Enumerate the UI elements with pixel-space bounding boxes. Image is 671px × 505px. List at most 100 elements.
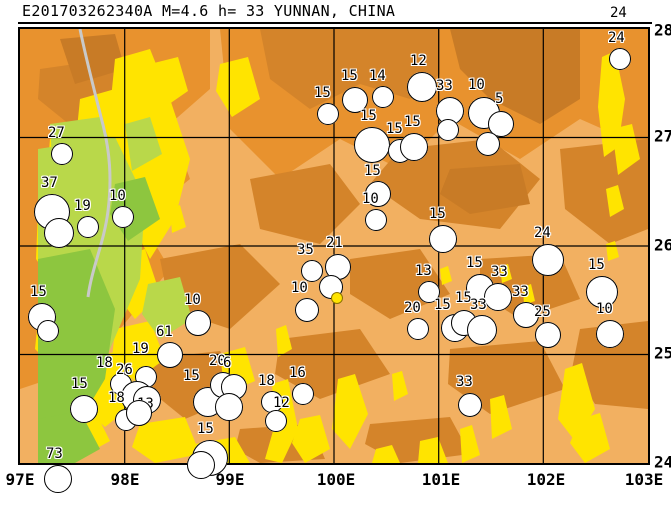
bb-15j-depth-label: 15 bbox=[360, 108, 377, 124]
bb-13b[interactable] bbox=[417, 280, 441, 304]
bb-33f[interactable] bbox=[457, 392, 483, 418]
bb-18a-depth-label: 18 bbox=[96, 355, 113, 371]
bb-16-depth-label: 16 bbox=[289, 365, 306, 381]
bb-15o-depth-label: 15 bbox=[466, 255, 483, 271]
bb-19[interactable] bbox=[76, 215, 100, 239]
x-tick-99e: 99E bbox=[215, 470, 245, 489]
y-tick-28n: 28N bbox=[654, 20, 671, 40]
bb-33c-depth-label: 33 bbox=[491, 264, 508, 280]
bb-19-depth-label: 19 bbox=[74, 198, 91, 214]
bb-12b[interactable] bbox=[406, 71, 438, 103]
bb-12-depth-label: 12 bbox=[273, 395, 290, 411]
y-tick-26n: 26N bbox=[654, 235, 671, 255]
bb-5-depth-label: 5 bbox=[495, 91, 504, 107]
x-tick-98e: 98E bbox=[110, 470, 140, 489]
bb-10e[interactable] bbox=[294, 297, 320, 323]
bb-10b[interactable] bbox=[184, 309, 212, 337]
bb-24b[interactable] bbox=[531, 243, 565, 277]
bb-20b-depth-label: 20 bbox=[404, 300, 421, 316]
bb-15g[interactable] bbox=[186, 450, 216, 480]
bb-15c[interactable] bbox=[69, 394, 99, 424]
bb-15c-depth-label: 15 bbox=[71, 376, 88, 392]
bb-13b-depth-label: 13 bbox=[415, 263, 432, 279]
bb-33c[interactable] bbox=[483, 282, 513, 312]
bb-20-depth-label: 20 bbox=[209, 353, 226, 369]
x-tick-100e: 100E bbox=[316, 470, 356, 489]
bb-73[interactable] bbox=[43, 464, 73, 494]
bb-15i[interactable] bbox=[341, 86, 369, 114]
bb-15i-depth-label: 15 bbox=[341, 68, 358, 84]
x-tick-103e: 103E bbox=[624, 470, 664, 489]
title-divider bbox=[18, 22, 652, 24]
y-tick-27n: 27N bbox=[654, 126, 671, 146]
bb-10d-depth-label: 10 bbox=[468, 77, 485, 93]
bb-15a-depth-label: 15 bbox=[30, 284, 47, 300]
x-tick-102e: 102E bbox=[526, 470, 566, 489]
bb-15q-depth-label: 15 bbox=[434, 297, 451, 313]
bb-15m[interactable] bbox=[364, 180, 392, 208]
bb-25-depth-label: 25 bbox=[534, 304, 551, 320]
bb-15e[interactable] bbox=[214, 392, 244, 422]
bb-10-depth-label: 10 bbox=[109, 188, 126, 204]
bb-15j[interactable] bbox=[353, 126, 391, 164]
y-tick-24n: 24N bbox=[654, 452, 671, 472]
bb-27[interactable] bbox=[50, 142, 74, 166]
bb-20b[interactable] bbox=[406, 317, 430, 341]
bb-21[interactable] bbox=[324, 253, 352, 281]
bb-15n-depth-label: 15 bbox=[429, 206, 446, 222]
bb-33b[interactable] bbox=[436, 118, 460, 142]
bb-15n[interactable] bbox=[428, 224, 458, 254]
bb-24[interactable] bbox=[608, 47, 632, 71]
bb-15b[interactable] bbox=[36, 319, 60, 343]
bb-10c[interactable] bbox=[364, 208, 388, 232]
bb-15l[interactable] bbox=[399, 132, 429, 162]
epicenter-marker[interactable] bbox=[331, 292, 343, 304]
bb-12b-depth-label: 12 bbox=[410, 53, 427, 69]
bb-10[interactable] bbox=[111, 205, 135, 229]
bb-12[interactable] bbox=[264, 409, 288, 433]
bb-10c-depth-label: 10 bbox=[362, 191, 379, 207]
bb-26-depth-label: 26 bbox=[116, 362, 133, 378]
bb-15m-depth-label: 15 bbox=[364, 163, 381, 179]
bb-15h-depth-label: 15 bbox=[314, 85, 331, 101]
bb-15r-depth-label: 15 bbox=[455, 290, 472, 306]
corner-depth-label: 24 bbox=[610, 5, 627, 21]
page-title: E201703262340A M=4.6 h= 33 YUNNAN, CHINA bbox=[22, 2, 396, 20]
bb-33-depth-label: 33 bbox=[436, 78, 453, 94]
bb-15p[interactable] bbox=[585, 275, 619, 309]
bb-5b[interactable] bbox=[475, 131, 501, 157]
x-tick-101e: 101E bbox=[421, 470, 461, 489]
bb-37b[interactable] bbox=[43, 217, 75, 249]
bb-35[interactable] bbox=[300, 259, 324, 283]
bb-25[interactable] bbox=[534, 321, 562, 349]
bb-33e[interactable] bbox=[512, 301, 540, 329]
bb-73-depth-label: 73 bbox=[46, 446, 63, 462]
bb-10f[interactable] bbox=[595, 319, 625, 349]
bb-15k-depth-label: 15 bbox=[386, 121, 403, 137]
bb-33f-depth-label: 33 bbox=[456, 374, 473, 390]
bb-14[interactable] bbox=[371, 85, 395, 109]
bb-15p-depth-label: 15 bbox=[588, 257, 605, 273]
x-tick-97e: 97E bbox=[5, 470, 35, 489]
bb-6-depth-label: 6 bbox=[223, 355, 232, 371]
bb-33d-depth-label: 33 bbox=[470, 297, 487, 313]
bb-10b-depth-label: 10 bbox=[184, 292, 201, 308]
bb-16[interactable] bbox=[291, 382, 315, 406]
river-line bbox=[78, 29, 112, 298]
bb-18b-depth-label: 18 bbox=[108, 390, 125, 406]
bb-24b-depth-label: 24 bbox=[534, 225, 551, 241]
beachball-layer: 2427371910151573181961261318101520615181… bbox=[18, 5, 650, 494]
bb-15h[interactable] bbox=[316, 102, 340, 126]
bb-19b-depth-label: 19 bbox=[132, 341, 149, 357]
bb-35-depth-label: 35 bbox=[297, 242, 314, 258]
bb-61[interactable] bbox=[156, 341, 184, 369]
bb-33d[interactable] bbox=[466, 314, 498, 346]
bb-15d-depth-label: 15 bbox=[183, 368, 200, 384]
bb-24-depth-label: 24 bbox=[608, 30, 625, 46]
bb-18c[interactable] bbox=[125, 399, 153, 427]
bb-33e-depth-label: 33 bbox=[512, 284, 529, 300]
bb-10e-depth-label: 10 bbox=[291, 280, 308, 296]
bb-33[interactable] bbox=[435, 96, 465, 126]
bb-21-depth-label: 21 bbox=[326, 235, 343, 251]
